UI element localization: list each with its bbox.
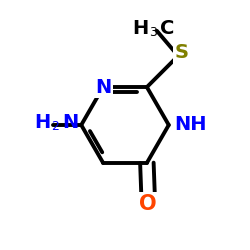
Text: H: H bbox=[34, 114, 50, 132]
Text: NH: NH bbox=[174, 116, 206, 134]
Text: S: S bbox=[174, 43, 188, 62]
Text: N: N bbox=[95, 78, 111, 96]
Text: N: N bbox=[62, 114, 78, 132]
Text: C: C bbox=[160, 19, 174, 38]
Text: H: H bbox=[132, 19, 148, 38]
Text: 3: 3 bbox=[150, 26, 157, 39]
Text: O: O bbox=[139, 194, 157, 214]
Text: 2: 2 bbox=[51, 120, 59, 134]
